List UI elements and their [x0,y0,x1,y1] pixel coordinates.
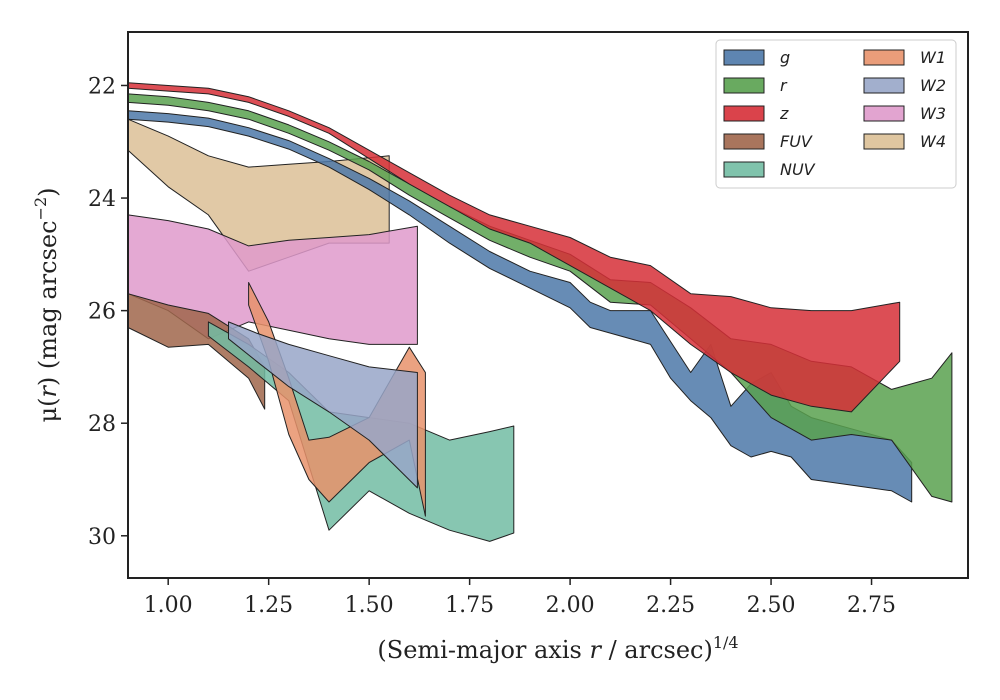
legend-box [715,39,957,189]
x-axis-label: (Semi-major axis r / arcsec)1/4 [377,633,738,664]
legend-swatch-w1 [863,49,905,66]
legend-label-w2: W2 [920,76,946,95]
band-w2 [228,321,418,489]
plot-frame [127,31,969,579]
x-tick-label: 2.00 [546,593,595,618]
legend-label-w1: W1 [920,48,946,67]
band-g [127,110,913,503]
legend-swatch-nuv [723,161,765,178]
x-tick-label: 2.50 [747,593,796,618]
x-tick-label: 1.00 [144,593,193,618]
legend-label-w4: W4 [920,132,946,151]
legend-swatch-g [723,49,765,66]
legend-label-w3: W3 [920,104,946,123]
legend-swatch-z [723,105,765,122]
x-tick-label: 1.50 [345,593,394,618]
band-z [127,82,901,413]
legend-swatch-r [723,77,765,94]
legend-label-r: r [780,76,788,95]
legend-label-fuv: FUV [780,132,813,151]
y-tick-label: 24 [88,187,116,212]
band-fuv [127,293,266,410]
y-tick-label: 28 [88,412,116,437]
legend-swatch-w3 [863,105,905,122]
x-tick-label: 2.75 [847,593,896,618]
y-tick-label: 26 [88,300,116,325]
legend-swatch-w2 [863,77,905,94]
y-tick-label: 30 [88,525,116,550]
legend: grz FUV NUV W1 W2 W3 W4 [715,39,957,189]
legend-swatch-fuv [723,133,765,150]
x-tick-label: 2.25 [646,593,695,618]
x-tick-label: 1.25 [244,593,293,618]
y-axis-label: μ(r) (mag arcsec−2) [31,187,62,422]
legend-swatch-w4 [863,133,905,150]
x-tick-label: 1.75 [445,593,494,618]
profile-bands [127,82,953,542]
y-tick-label: 22 [88,74,116,99]
legend-label-z: z [779,104,789,123]
axis-ticks: 1.00 1.25 1.50 1.75 2.00 2.25 2.50 2.75 22 24 26 28… [88,74,896,618]
legend-label-g: g [780,48,790,67]
legend-label-nuv: NUV [780,160,816,179]
